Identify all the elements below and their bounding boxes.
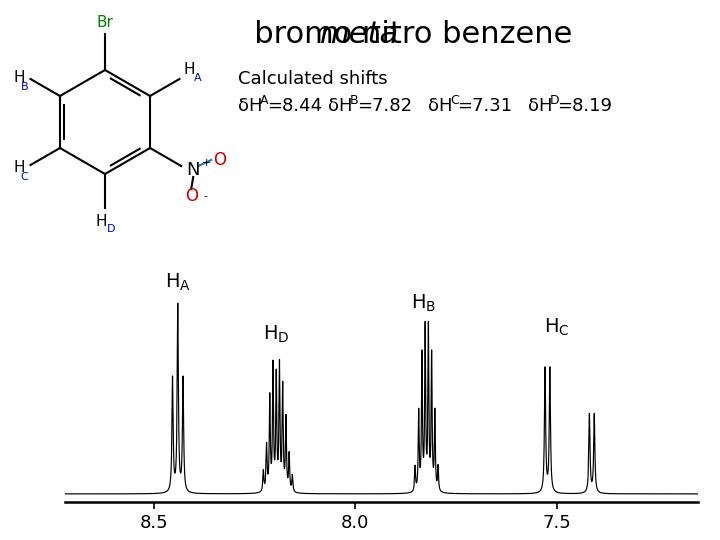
- Text: B: B: [350, 94, 359, 107]
- Text: O: O: [213, 151, 226, 169]
- Text: O: O: [185, 187, 198, 205]
- Text: H: H: [13, 159, 24, 174]
- Text: =8.44: =8.44: [267, 97, 322, 115]
- Text: A: A: [194, 73, 201, 83]
- Text: H: H: [13, 70, 24, 84]
- Text: H$_\mathregular{B}$: H$_\mathregular{B}$: [411, 292, 436, 314]
- Text: Calculated shifts: Calculated shifts: [238, 70, 387, 88]
- Text: δH: δH: [238, 97, 263, 115]
- Text: H$_\mathregular{D}$: H$_\mathregular{D}$: [264, 323, 290, 345]
- Text: -: -: [203, 191, 207, 201]
- Text: meta: meta: [320, 20, 400, 49]
- Text: C: C: [21, 172, 29, 182]
- Text: H: H: [184, 62, 195, 77]
- Text: +: +: [202, 158, 212, 168]
- Text: Br: Br: [96, 15, 114, 30]
- Text: C: C: [450, 94, 459, 107]
- Text: δH: δH: [528, 97, 552, 115]
- Text: D: D: [550, 94, 559, 107]
- Text: N: N: [186, 161, 200, 179]
- Text: H$_\mathregular{A}$: H$_\mathregular{A}$: [165, 272, 191, 293]
- Text: bromo nitro benzene: bromo nitro benzene: [148, 20, 572, 49]
- Text: H$_\mathregular{C}$: H$_\mathregular{C}$: [544, 317, 570, 339]
- Text: δH: δH: [428, 97, 452, 115]
- Text: δH: δH: [328, 97, 353, 115]
- Text: D: D: [107, 224, 115, 234]
- Text: B: B: [21, 82, 29, 92]
- Text: =7.31: =7.31: [457, 97, 512, 115]
- Text: =8.19: =8.19: [557, 97, 612, 115]
- Text: H: H: [95, 214, 107, 229]
- Text: A: A: [260, 94, 269, 107]
- Text: =7.82: =7.82: [357, 97, 412, 115]
